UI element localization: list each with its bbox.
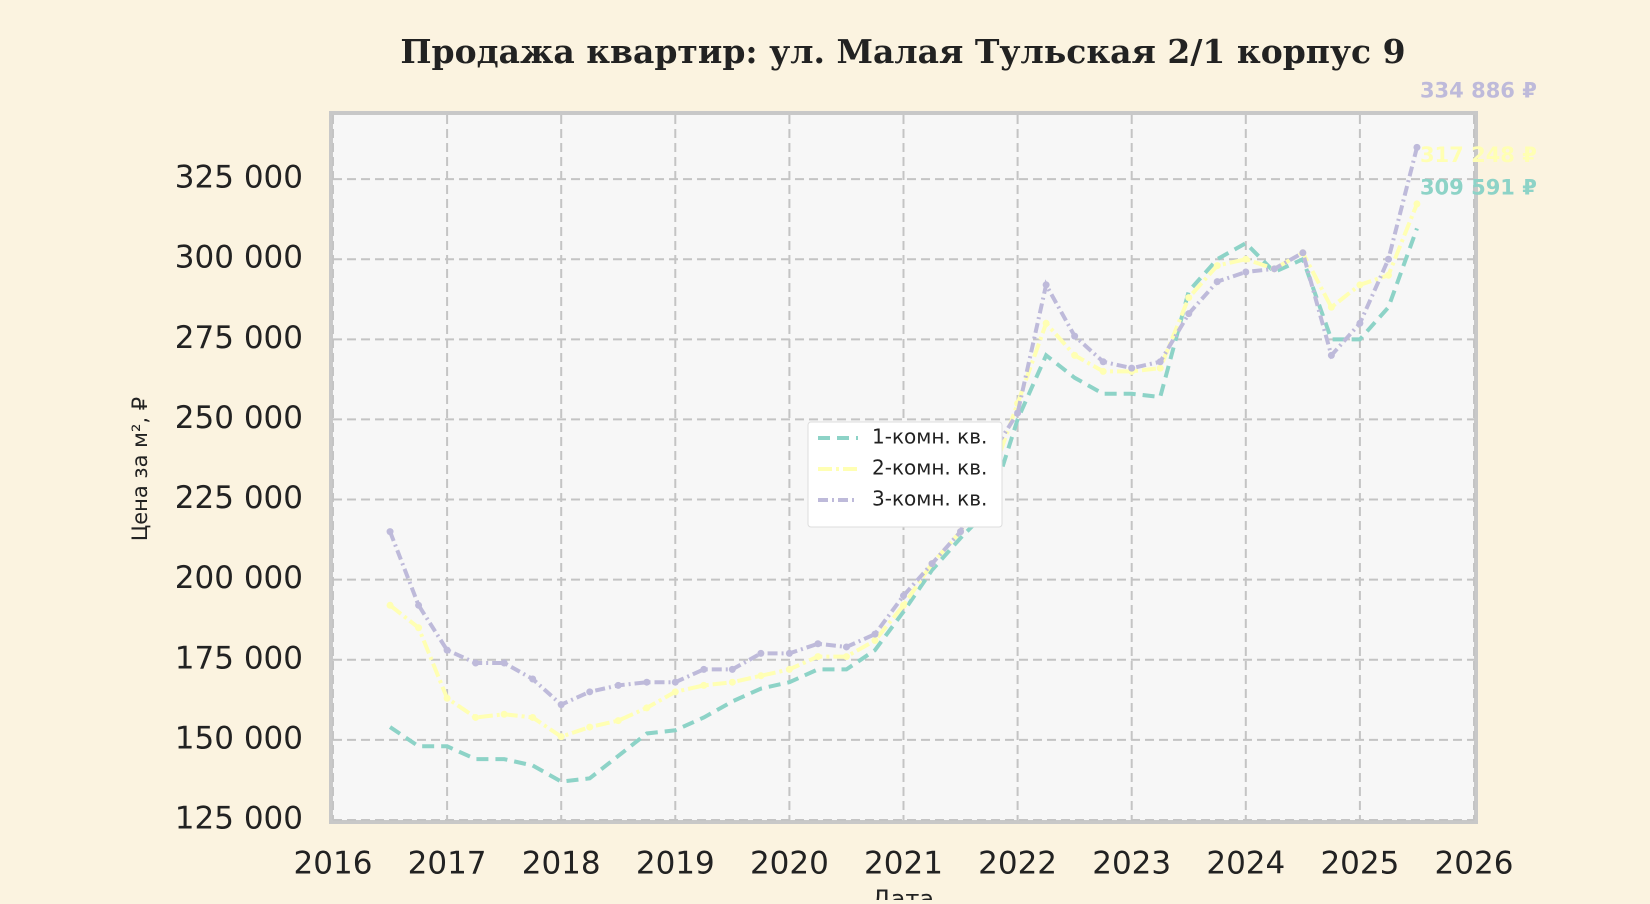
point [757,672,765,680]
point [842,653,850,661]
point [1242,255,1250,263]
point [1384,255,1392,263]
y-tick-label: 125 000 [175,801,303,837]
point [1042,319,1050,327]
y-tick-label: 275 000 [175,320,303,356]
point [1413,143,1421,151]
point [643,704,651,712]
x-tick-label: 2021 [864,846,943,882]
point [1356,319,1364,327]
point [1099,367,1107,375]
point [1185,294,1193,302]
x-axis-label: Дата [872,885,934,900]
point [1042,281,1050,289]
point [900,592,907,600]
point [386,601,394,609]
point [500,659,508,667]
point [900,601,907,609]
x-tick-label: 2020 [750,846,829,882]
point [700,681,708,689]
point [557,701,565,709]
series-line [388,227,1419,784]
y-tick-label: 150 000 [175,720,303,756]
y-tick-label: 250 000 [175,400,303,436]
point [1014,409,1022,417]
point [415,601,423,609]
point [586,688,594,696]
point [1185,310,1193,318]
value-label: 309 591 ₽ [1420,175,1537,199]
y-tick-label: 200 000 [175,560,303,596]
point [415,624,423,632]
value-label: 317 248 ₽ [1420,143,1537,167]
point [1071,332,1079,340]
x-tick-label: 2018 [522,846,601,882]
y-tick-label: 300 000 [175,240,303,276]
legend-label: 3-комн. кв. [872,487,987,511]
point [871,630,879,638]
point [1356,281,1364,289]
point [529,675,537,683]
point [1384,271,1392,279]
point [1270,265,1278,273]
y-axis-label: Цена за м², ₽ [128,397,152,541]
point [614,681,622,689]
point [1413,200,1421,208]
y-tick-label: 325 000 [175,160,303,196]
point [614,717,622,725]
point [557,733,565,741]
x-tick-label: 2023 [1092,846,1171,882]
point [472,659,480,667]
point [785,665,793,673]
point [1299,249,1307,257]
legend-label: 1-комн. кв. [872,425,987,449]
y-tick-label: 225 000 [175,480,303,516]
point [728,665,736,673]
x-tick-label: 2019 [636,846,715,882]
point [671,678,679,686]
point [814,640,822,648]
value-label: 334 886 ₽ [1420,78,1537,102]
point [757,649,765,657]
point [785,649,793,657]
point [443,694,451,702]
point [1327,351,1335,359]
point [1213,262,1221,270]
chart-title: Продажа квартир: ул. Малая Тульская 2/1 … [400,32,1405,71]
point [1156,358,1164,366]
point [671,688,679,696]
point [700,665,708,673]
x-tick-label: 2016 [294,846,373,882]
x-tick-label: 2017 [408,846,487,882]
point [1071,351,1079,359]
point [814,653,822,661]
point [586,723,594,731]
point [842,643,850,651]
point [1213,278,1221,286]
point [1156,364,1164,372]
point [386,528,394,536]
point [1099,358,1107,366]
point [643,678,651,686]
point [871,637,879,645]
point [928,560,936,568]
legend-box [807,421,1003,528]
legend-label: 2-комн. кв. [872,456,987,480]
point [1128,364,1136,372]
point [500,710,508,718]
x-tick-label: 2022 [978,846,1057,882]
point [529,713,537,721]
y-tick-label: 175 000 [175,640,303,676]
point [472,713,480,721]
point [1242,268,1250,276]
point [957,528,965,536]
legend: 1-комн. кв. 2-комн. кв. 3-комн. кв. [807,421,1003,528]
point [1327,303,1335,311]
x-tick-label: 2026 [1435,846,1514,882]
point [728,678,736,686]
x-tick-label: 2025 [1320,846,1399,882]
x-tick-label: 2024 [1206,846,1285,882]
point [443,646,451,654]
